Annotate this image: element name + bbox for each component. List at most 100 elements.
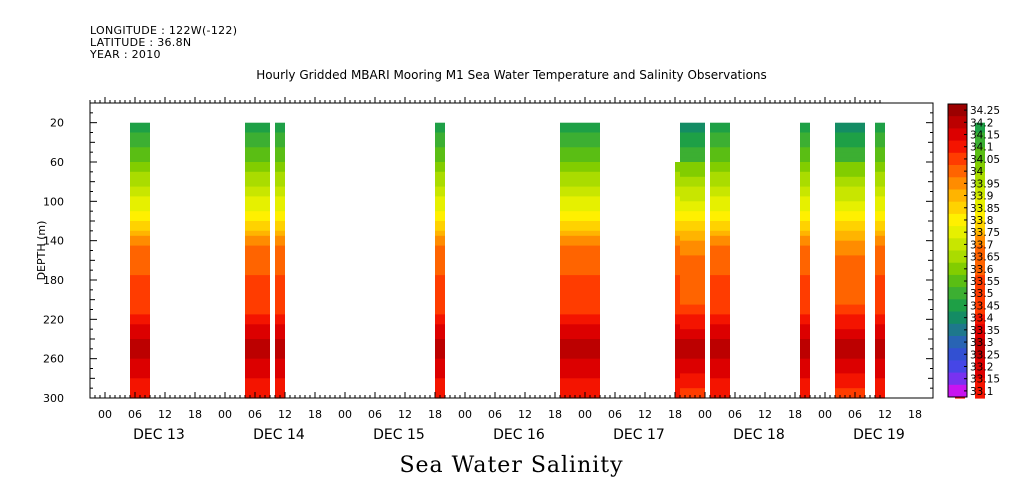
salinity-cell [680, 324, 705, 330]
salinity-cell [835, 235, 865, 242]
salinity-cell [975, 206, 985, 212]
salinity-cell [275, 162, 285, 168]
salinity-cell [560, 294, 600, 301]
salinity-cell [275, 157, 285, 163]
x-day-label: DEC 18 [733, 427, 785, 443]
salinity-cell [680, 191, 705, 197]
salinity-cell [875, 324, 885, 330]
y-tick-label: 260 [43, 353, 64, 366]
salinity-cell [435, 363, 445, 370]
salinity-cell [800, 186, 810, 193]
salinity-cell [675, 265, 680, 271]
variable-label: Sea Water Salinity [399, 453, 624, 478]
salinity-cell [875, 162, 885, 168]
salinity-cell [875, 240, 885, 247]
salinity-cell [975, 137, 985, 143]
salinity-cell [975, 186, 985, 193]
salinity-cell [975, 324, 985, 330]
salinity-cell [275, 265, 285, 271]
salinity-cell [680, 221, 705, 227]
salinity-cell [560, 127, 600, 134]
x-tick-label: 06 [488, 408, 502, 421]
salinity-cell [675, 235, 680, 242]
y-tick-label: 220 [43, 313, 64, 326]
salinity-cell [800, 299, 810, 306]
salinity-cell [875, 221, 885, 227]
salinity-cell [560, 132, 600, 138]
salinity-cell [435, 284, 445, 291]
salinity-cell [130, 240, 150, 247]
salinity-cell [675, 353, 680, 360]
salinity-cell [800, 166, 810, 173]
colorbar-swatch [948, 152, 967, 166]
salinity-cell [275, 289, 285, 296]
observation-column [680, 122, 705, 399]
salinity-cell [245, 299, 270, 306]
salinity-cell [975, 393, 985, 399]
salinity-cell [435, 294, 445, 301]
salinity-cell [875, 373, 885, 379]
salinity-cell [710, 294, 730, 301]
salinity-cell [800, 221, 810, 227]
salinity-cell [435, 255, 445, 261]
salinity-cell [835, 240, 865, 247]
salinity-cell [245, 275, 270, 281]
salinity-cell [275, 319, 285, 325]
salinity-cell [710, 275, 730, 281]
salinity-cell [275, 343, 285, 350]
salinity-cell [975, 171, 985, 178]
salinity-cell [710, 319, 730, 325]
salinity-cell [680, 314, 705, 320]
salinity-cell [875, 319, 885, 325]
salinity-cell [835, 319, 865, 325]
salinity-cell [680, 378, 705, 384]
salinity-cell [130, 339, 150, 345]
salinity-cell [130, 225, 150, 232]
salinity-cell [675, 255, 680, 261]
salinity-cell [710, 314, 730, 320]
salinity-cell [130, 230, 150, 237]
salinity-cell [275, 280, 285, 286]
salinity-cell [710, 230, 730, 237]
colorbar-swatch [948, 360, 967, 374]
colorbar-swatch [948, 165, 967, 178]
salinity-cell [560, 304, 600, 311]
salinity-cell [975, 176, 985, 183]
x-tick-label: 00 [458, 408, 472, 421]
salinity-cell [560, 147, 600, 153]
colorbar-label: 34.1 [970, 142, 993, 154]
x-tick-label: 18 [548, 408, 562, 421]
salinity-cell [800, 250, 810, 256]
observation-column [875, 122, 885, 399]
colorbar-label: 33.35 [970, 325, 1000, 337]
salinity-cell [435, 358, 445, 365]
salinity-cell [435, 186, 445, 193]
salinity-cell [560, 324, 600, 330]
x-tick-label: 00 [578, 408, 592, 421]
salinity-cell [975, 250, 985, 256]
salinity-cell [130, 186, 150, 193]
salinity-cell [675, 211, 680, 217]
salinity-cell [710, 388, 730, 394]
data-layer [130, 122, 985, 399]
y-tick-label: 100 [43, 195, 64, 208]
salinity-cell [560, 289, 600, 296]
x-tick-label: 18 [308, 408, 322, 421]
salinity-cell [675, 294, 680, 301]
salinity-cell [435, 196, 445, 202]
salinity-cell [245, 368, 270, 374]
x-tick-label: 18 [188, 408, 202, 421]
salinity-cell [675, 334, 680, 340]
salinity-cell [680, 127, 705, 134]
salinity-cell [275, 221, 285, 227]
salinity-cell [130, 137, 150, 143]
salinity-cell [680, 339, 705, 345]
salinity-cell [435, 388, 445, 394]
y-tick-label: 300 [43, 392, 64, 405]
salinity-cell [875, 196, 885, 202]
colorbar-swatch [948, 384, 967, 398]
salinity-cell [675, 245, 680, 252]
salinity-cell [245, 343, 270, 350]
salinity-cell [875, 132, 885, 138]
salinity-cell [275, 260, 285, 266]
